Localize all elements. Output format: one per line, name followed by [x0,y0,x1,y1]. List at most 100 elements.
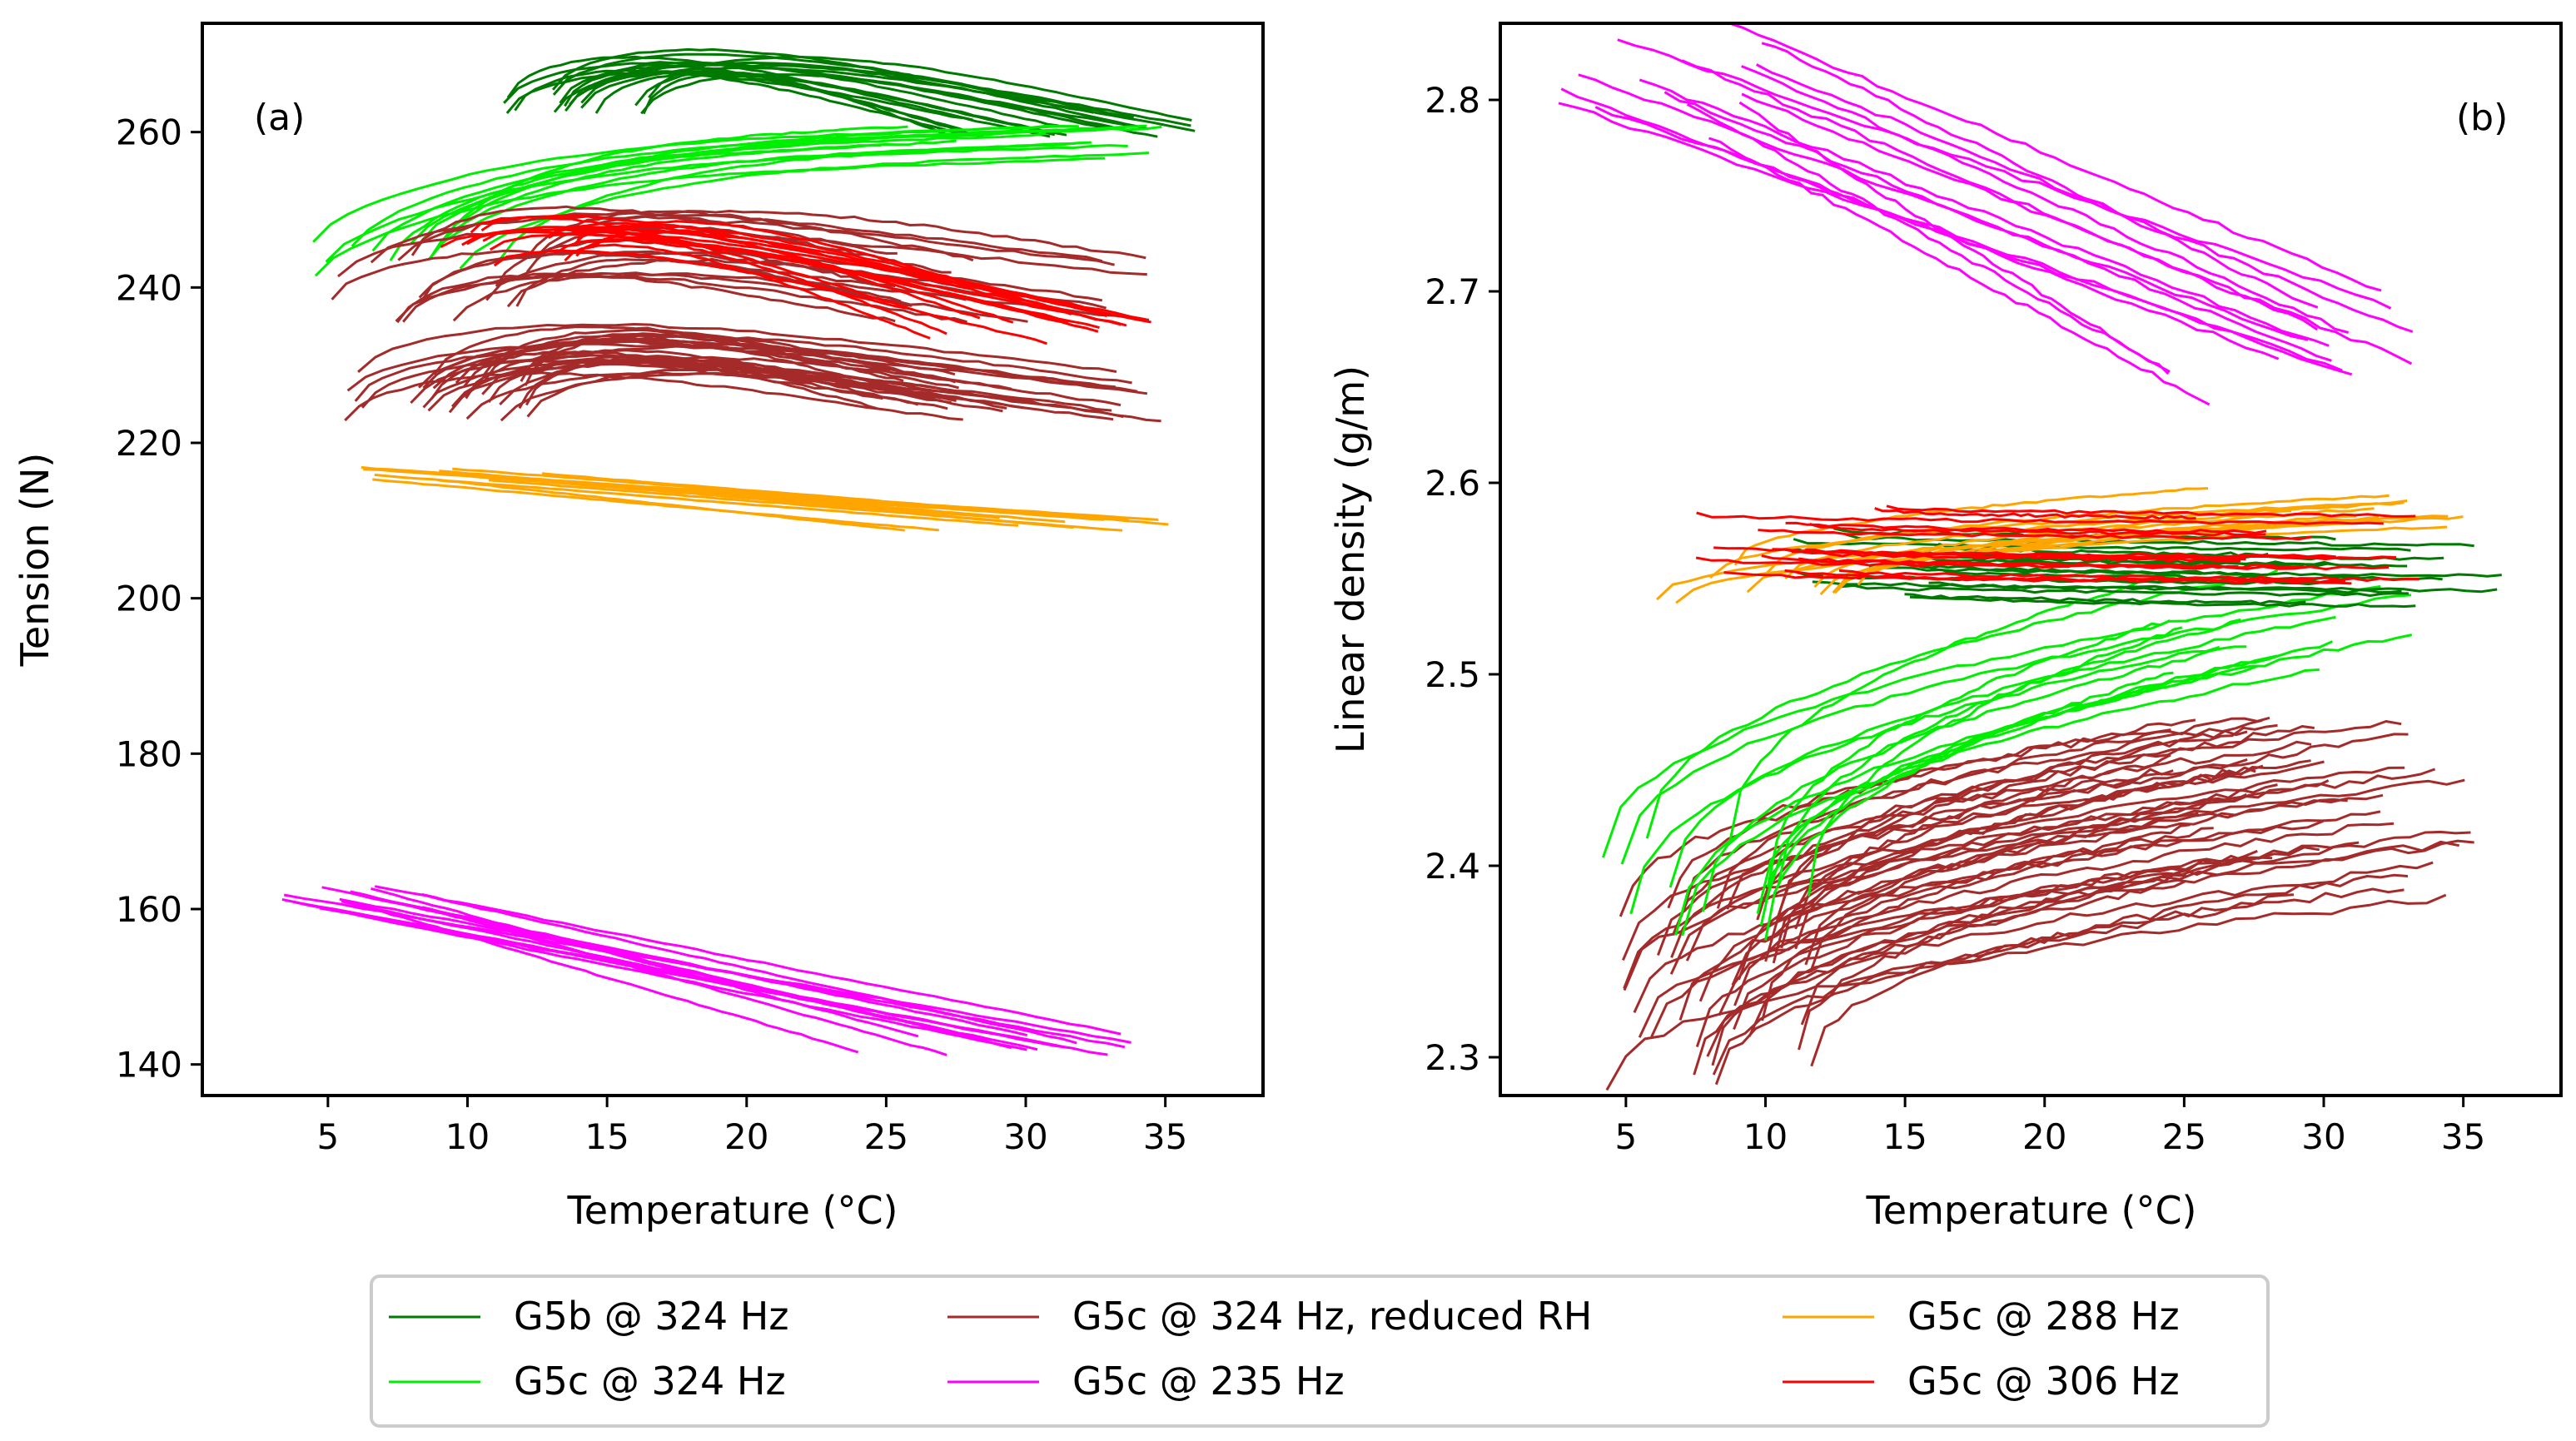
panel-b-x-tick-label: 25 [2162,1116,2206,1157]
panel-a-y-tick-label: 140 [116,1045,182,1086]
panel-a-y-tick-label: 160 [116,889,182,930]
panel-a-series-g5c-324-hz-reduced-rh-trace [357,323,1117,373]
panel-b-series-g5b-324-hz-trace [1909,595,2416,609]
panel-b-series-g5c-324-hz-trace [1601,584,2381,858]
panel-a-series-g5c-235-hz-trace [370,887,919,1038]
panel-a-tension-chart: 5 10 15 20 25 30 35 140 160 180 200 220 240 260 (a) T… [12,22,1265,1233]
panel-a-series-g5b-324-hz-trace [648,55,1192,122]
panel-b-linear-density-chart: 5 10 15 20 25 30 35 2.3 2.4 2.5 2.6 2.7 2.8 (b) Temp… [1328,22,2563,1233]
panel-b-series-g5c-306-hz-trace [1696,511,2384,525]
panel-b-series-g5c-235-hz-trace [1686,102,2171,373]
panel-b-series-g5c-324-hz-reduced-rh-trace [1623,793,2248,989]
panel-a-y-tick-label: 220 [116,423,182,464]
panel-a-x-tick-label: 25 [864,1116,908,1157]
panel-a-series-g5c-306-hz-trace [554,238,1099,333]
panel-a-series-g5c-324-hz-reduced-rh-trace [344,371,963,422]
panel-b-series-g5c-324-hz-reduced-rh-trace [1685,766,2405,961]
legend-label-g5b-324: G5b @ 324 Hz [514,1294,789,1339]
panel-b-series-g5c-324-hz-reduced-rh-trace [1678,827,2214,1021]
panel-b-series-g5c-324-hz-reduced-rh-trace [1671,740,2312,936]
legend-box [370,1275,2270,1428]
panel-b-series-g5c-324-hz-trace [1668,615,2336,888]
panel-a-series-g5b-324-hz-trace [580,67,1196,132]
panel-b-series-g5c-324-hz-trace [1629,645,2220,915]
panel-a-series-g5c-306-hz-trace [480,214,1049,310]
panel-b-x-tick-label: 15 [1882,1116,1927,1157]
panel-b-series-g5c-324-hz-reduced-rh-trace [1738,783,2278,981]
panel-b-x-tick-label: 35 [2441,1116,2485,1157]
panel-b-series-g5b-324-hz-trace [1812,580,2498,594]
panel-a-series-g5c-324-hz-trace [427,142,1076,261]
panel-a-series-g5c-306-hz-trace [482,226,1146,321]
panel-a-y-tick-label: 260 [116,112,182,153]
panel-b-x-tick-label: 10 [1743,1116,1788,1157]
panel-b-series-g5c-235-hz-trace [1560,87,2280,360]
panel-a-series-g5b-324-hz-trace [552,52,1134,119]
panel-b-series-g5b-324-hz-trace [1907,563,2260,576]
panel-b-series-g5c-324-hz-reduced-rh-trace [1794,759,2311,950]
panel-b-series-g5c-235-hz-trace [1728,22,2382,292]
panel-b-y-tick-label: 2.6 [1425,463,1480,504]
panel-a-y-tick-label: 180 [116,733,182,774]
panel-b-series-g5b-324-hz-trace [1904,593,2306,605]
panel-a-series-g5c-306-hz-trace [575,238,947,335]
panel-a-series-g5c-306-hz-trace [490,232,1100,330]
panel-b-series-g5c-235-hz-trace [1741,92,2413,365]
panel-a-axes-frame [201,22,1265,1097]
panel-a-series-g5c-288-hz-trace [374,473,1019,527]
panel-a-series-g5b-324-hz-trace [553,71,1067,137]
panel-b-series-g5c-288-hz-trace [1733,487,2209,566]
panel-b-series-g5c-288-hz-trace [1784,501,2404,579]
panel-b-series-g5c-306-hz-trace [1695,556,2390,571]
panel-b-series-g5c-235-hz-trace [1741,65,2350,334]
panel-a-ticks: 5 10 15 20 25 30 35 140 160 180 200 220 240 260 [116,112,1188,1157]
panel-b-series-g5c-324-hz-reduced-rh-trace [1756,729,2248,921]
panel-a-series-g5c-324-hz-reduced-rh-trace [452,272,1028,323]
panel-b-series-g5c-324-hz-reduced-rh-trace [1619,728,2171,917]
panel-b-series-g5c-324-hz-reduced-rh-trace [1698,812,2199,1002]
panel-b-series-g5c-306-hz-trace [1886,504,2416,518]
panel-a-y-axis-label: Tension (N) [12,453,57,668]
panel-a-series-g5c-324-hz-trace [351,128,1058,247]
panel-a-series-g5c-306-hz-trace [493,249,1047,345]
panel-b-series-g5c-324-hz-trace [1764,671,2174,941]
panel-b-series-g5c-324-hz-trace [1620,594,2412,865]
panel-a-series-g5c-324-hz-reduced-rh-trace [483,333,957,384]
panel-b-series-g5c-324-hz-trace [1728,573,2181,840]
panel-b-series-g5c-324-hz-reduced-rh-trace [1669,778,2465,975]
panel-b-series-g5c-288-hz-trace [1675,525,2448,604]
panel-b-series-g5c-324-hz-reduced-rh-trace [1726,720,2402,910]
panel-a-series-g5c-288-hz-trace [488,479,1123,532]
legend: G5b @ 324 Hz G5c @ 324 Hz G5c @ 324 Hz, … [370,1275,2270,1428]
panel-a-series-g5c-324-hz-reduced-rh-trace [455,334,1132,385]
panel-b-series-g5c-306-hz-trace [1723,571,2352,585]
panel-a-series-g5c-324-hz-reduced-rh-trace [410,205,898,256]
panel-a-series-g5c-324-hz-reduced-rh-trace [518,359,878,410]
panel-a-series-g5c-324-hz-reduced-rh-trace [526,368,1124,419]
panel-a-series-g5c-235-hz-trace [292,900,1027,1051]
panel-b-series-g5c-324-hz-trace [1701,645,2247,912]
panel-b-y-axis-label: Linear density (g/m) [1328,365,1373,753]
panel-b-series-g5c-324-hz-reduced-rh-trace [1622,760,2325,961]
panel-a-series-g5b-324-hz-trace [594,72,984,139]
panel-a-series-g5c-324-hz-reduced-rh-trace [465,370,1114,421]
panel-b-x-axis-label: Temperature (°C) [1865,1188,2196,1233]
panel-a-x-axis-label: Temperature (°C) [566,1188,898,1233]
panel-b-x-tick-label: 30 [2301,1116,2345,1157]
panel-b-series-g5c-235-hz-trace [1708,137,2210,406]
panel-b-series-g5c-235-hz-trace [1663,91,2332,362]
legend-label-g5c-324: G5c @ 324 Hz [514,1359,786,1404]
panel-b-y-tick-label: 2.5 [1425,654,1480,695]
legend-label-g5c-288: G5c @ 288 Hz [1907,1294,2180,1339]
legend-label-g5c-324-reduced-rh: G5c @ 324 Hz, reduced RH [1072,1294,1592,1339]
panel-b-series-g5b-324-hz-trace [1906,554,2408,568]
panel-b-y-tick-label: 2.4 [1425,846,1480,887]
panel-a-series-g5c-324-hz-reduced-rh-trace [427,361,1112,412]
panel-b-label: (b) [2456,97,2508,139]
legend-label-g5c-306: G5c @ 306 Hz [1907,1359,2180,1404]
panel-b-series-g5c-324-hz-trace [1766,619,2171,887]
panel-a-series-g5c-235-hz-trace [356,903,859,1054]
panel-a-x-tick-label: 10 [445,1116,490,1157]
panel-b-y-tick-label: 2.7 [1425,271,1480,312]
panel-b-series-g5c-235-hz-trace [1558,102,2343,372]
